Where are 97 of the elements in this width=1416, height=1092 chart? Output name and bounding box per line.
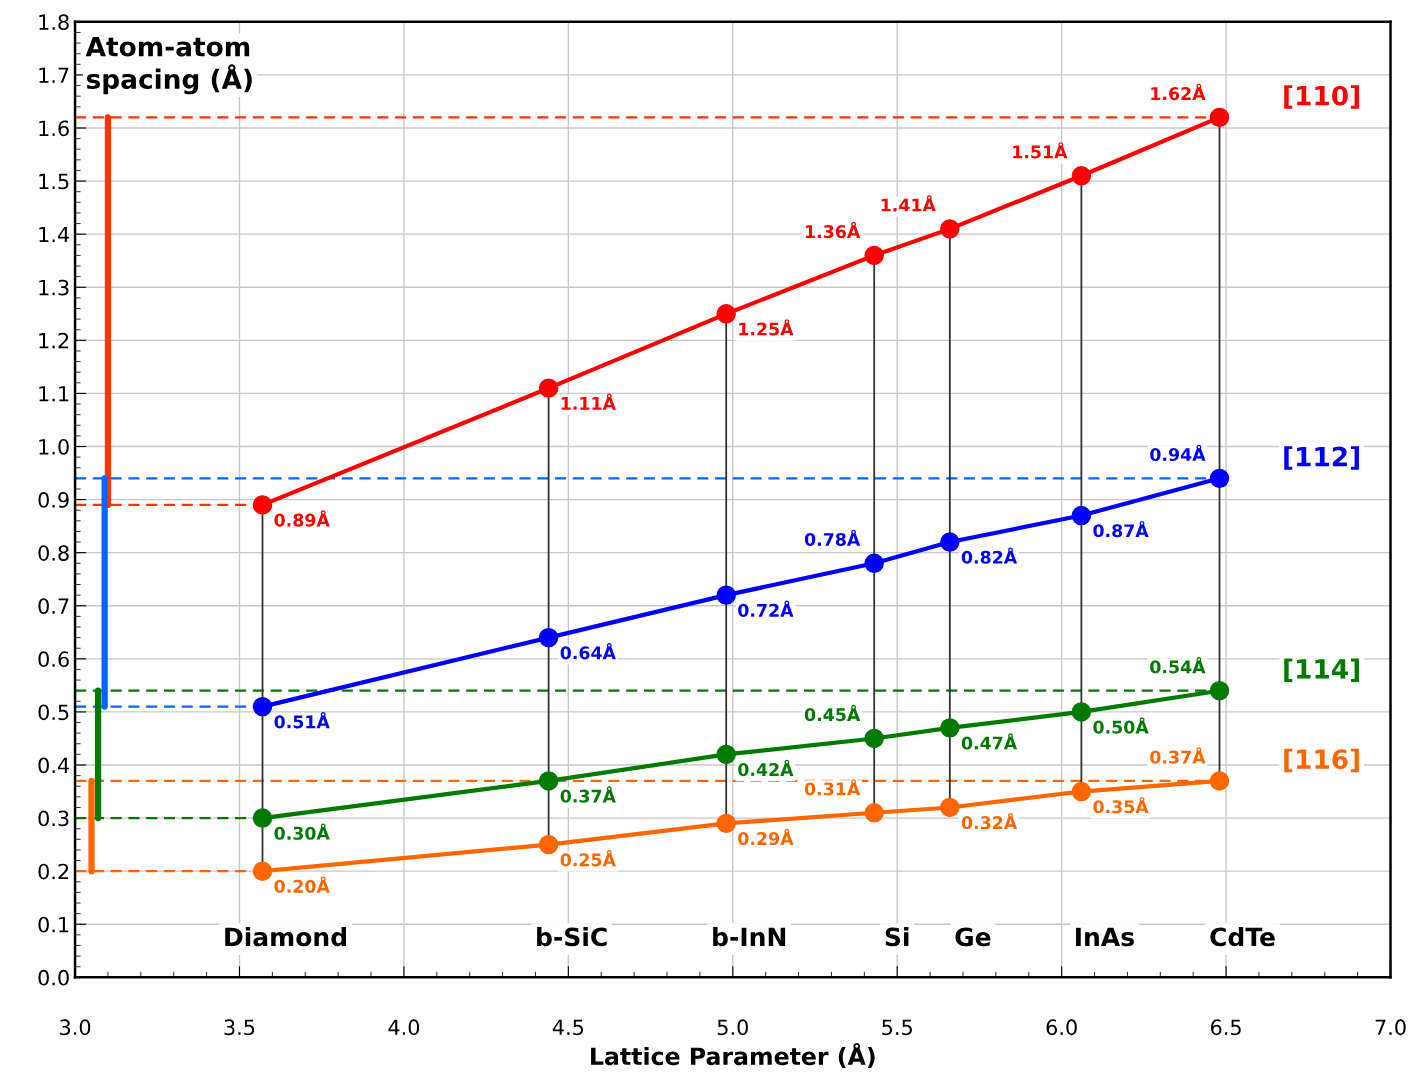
data-label: 0.20Å [274, 876, 330, 893]
y-tick-label: 0.4 [38, 757, 70, 774]
data-label: 0.50Å [1093, 717, 1149, 734]
data-label: 1.62Å [1151, 83, 1206, 101]
point [864, 553, 884, 574]
x-tick-label: 3.0 [60, 1019, 91, 1036]
point [1209, 468, 1230, 489]
point [940, 532, 960, 552]
y-tick-label: 0.9 [38, 492, 69, 508]
point [940, 797, 960, 818]
x-tick-label: 5.5 [882, 1019, 912, 1036]
point [1071, 781, 1092, 802]
data-label: 1.41Å [881, 195, 936, 212]
y-tick-label: 1.5 [39, 173, 69, 190]
x-axis-title: Lattice Parameter (Å) [591, 1042, 875, 1068]
point [940, 718, 960, 738]
data-label: 0.29Å [738, 828, 794, 846]
y-tick-label: 1.7 [39, 67, 69, 83]
annotation: b-SiC [537, 927, 607, 947]
data-label: 0.72Å [738, 600, 794, 617]
point [716, 744, 736, 765]
x-tick-label: 6.0 [1046, 1019, 1077, 1036]
annotation: b-InN [713, 927, 786, 947]
data-label: 0.37Å [1150, 747, 1206, 764]
y-tick-label: 0.6 [38, 651, 69, 668]
point [940, 219, 960, 239]
point [864, 728, 884, 749]
y-tick-label: 1.6 [39, 120, 69, 137]
y-axis-title: Atom-atom spacing (Å) [85, 36, 252, 95]
data-label: 0.25Å [560, 850, 616, 867]
x-tick-label: 5.0 [717, 1019, 748, 1036]
annotation: InAs [1076, 927, 1134, 947]
point [716, 304, 736, 324]
data-label: 0.30Å [274, 823, 330, 840]
point [1071, 702, 1092, 722]
point [864, 803, 884, 823]
y-tick-label: 0.0 [38, 969, 69, 986]
annotation: Diamond [225, 927, 346, 947]
data-label: 0.31Å [804, 779, 861, 796]
point [252, 696, 273, 717]
data-label: 0.89Å [274, 510, 330, 527]
x-tick-label: 3.5 [224, 1019, 255, 1036]
point [1071, 505, 1092, 526]
y-tick-label: 1.0 [39, 438, 69, 455]
text: [116] [1284, 748, 1359, 773]
data-label: 0.54Å [1150, 657, 1206, 674]
point [252, 495, 273, 515]
point [716, 585, 736, 605]
data-label: 0.42Å [738, 759, 794, 777]
point [538, 834, 559, 855]
y-tick-label: 0.1 [38, 916, 69, 933]
data-label: 0.78Å [804, 529, 861, 547]
point [1209, 771, 1230, 791]
point [538, 378, 559, 398]
point [1209, 680, 1230, 701]
point [538, 771, 559, 791]
x-tick-label: 4.0 [388, 1019, 420, 1036]
point [252, 808, 273, 828]
point [864, 245, 884, 266]
y-tick-label: 1.2 [39, 332, 69, 349]
data-label: 0.47Å [961, 733, 1018, 750]
data-label: 0.64Å [560, 643, 616, 660]
y-tick-label: 0.2 [38, 863, 69, 880]
annotation: CdTe [1210, 927, 1275, 947]
y-tick-label: 1.1 [39, 386, 69, 402]
text: [114] [1284, 658, 1359, 683]
y-tick-label: 1.3 [39, 279, 69, 296]
y-tick-label: 1.4 [39, 226, 70, 243]
data-label: 0.87Å [1093, 520, 1149, 538]
data-label: 1.36Å [805, 221, 861, 239]
data-label: 0.82Å [961, 547, 1018, 564]
data-label: 0.51Å [274, 712, 330, 729]
point [716, 813, 736, 834]
data-label: 0.37Å [560, 786, 616, 803]
x-tick-label: 4.5 [552, 1019, 584, 1036]
point [252, 861, 273, 881]
point [1071, 166, 1092, 186]
data-label: 0.35Å [1093, 796, 1149, 814]
x-tick-label: 6.5 [1210, 1019, 1241, 1036]
y-tick-label: 0.8 [38, 545, 69, 561]
x-tick-label: 7.0 [1375, 1019, 1406, 1036]
data-label: 1.51Å [1013, 142, 1068, 159]
data-label: 1.11Å [561, 393, 616, 410]
point [538, 627, 559, 648]
y-tick-label: 0.7 [38, 598, 69, 614]
data-label: 0.32Å [961, 812, 1018, 830]
annotation: Si [885, 927, 909, 947]
y-tick-label: 0.5 [38, 704, 69, 721]
text: [110] [1284, 85, 1359, 109]
annotation: Ge [955, 927, 991, 947]
data-label: 0.45Å [804, 704, 861, 722]
data-label: 0.94Å [1150, 444, 1206, 462]
y-tick-label: 0.3 [38, 810, 69, 827]
point [1209, 107, 1230, 128]
data-label: 1.25Å [739, 319, 794, 336]
text: [112] [1284, 446, 1359, 470]
y-tick-label: 1.8 [39, 14, 69, 31]
